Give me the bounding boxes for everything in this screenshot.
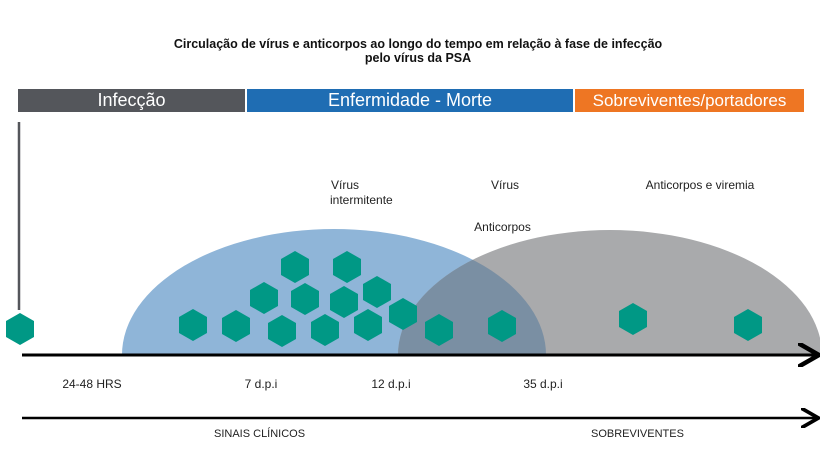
hexagon-virus-icon <box>311 314 339 346</box>
diagram-title: Circulação de vírus e anticorpos ao long… <box>0 37 820 65</box>
hexagon-virus-icon <box>6 313 34 345</box>
hexagon-virus-icon <box>354 309 382 341</box>
label-sinais-clinicos: SINAIS CLÍNICOS <box>214 428 306 440</box>
label-intermitente: intermitente <box>330 193 393 207</box>
hexagon-virus-icon <box>250 282 278 314</box>
hexagon-virus-icon <box>734 309 762 341</box>
hexagon-virus-icon <box>488 310 516 342</box>
title-line-1: Circulação de vírus e anticorpos ao long… <box>173 37 663 51</box>
phase-infeccao: Infecção <box>18 89 245 112</box>
hexagon-virus-icon <box>222 310 250 342</box>
tick-24-48-hrs: 24-48 HRS <box>62 377 122 391</box>
label-virus: Vírus <box>330 178 359 192</box>
hexagon-virus-icon <box>619 303 647 335</box>
hexagon-virus-icon <box>425 314 453 346</box>
label-virus-intermitente: Vírus intermitente <box>300 178 393 208</box>
label-sobreviventes: SOBREVIVENTES <box>591 428 684 440</box>
tick-12-dpi: 12 d.p.i <box>371 377 411 391</box>
hexagon-virus-icon <box>363 276 391 308</box>
hexagon-virus-icon <box>333 251 361 283</box>
hexagon-virus-icon <box>389 298 417 330</box>
hexagon-virus-icon <box>291 283 319 315</box>
label-virus-peak: Vírus <box>490 178 519 192</box>
label-anticorpos-viremia: Anticorpos e viremia <box>645 178 755 192</box>
title-line-2: pelo vírus da PSA <box>364 51 472 65</box>
hexagon-virus-icon <box>268 315 296 347</box>
hexagon-virus-icon <box>179 309 207 341</box>
tick-7-dpi: 7 d.p.i <box>244 377 278 391</box>
tick-35-dpi: 35 d.p.i <box>523 377 563 391</box>
phase-sobreviventes: Sobreviventes/portadores <box>575 89 804 112</box>
label-anticorpos: Anticorpos <box>474 220 531 234</box>
hexagon-virus-icon <box>281 251 309 283</box>
hexagon-virus-icon <box>330 286 358 318</box>
phase-enfermidade-morte: Enfermidade - Morte <box>247 89 573 112</box>
